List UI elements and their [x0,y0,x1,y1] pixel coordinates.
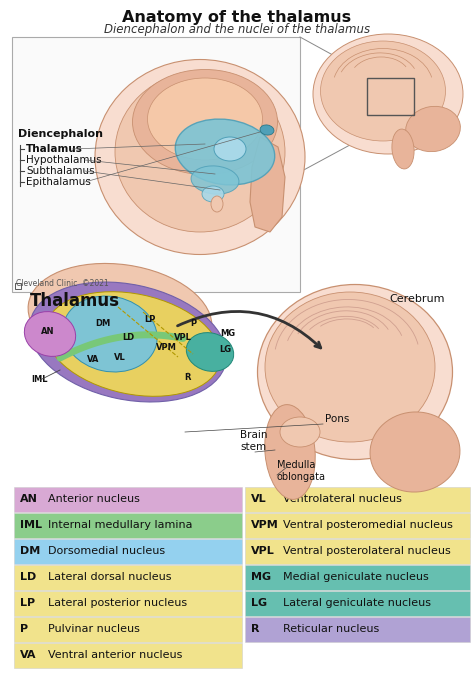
Ellipse shape [46,292,221,396]
FancyBboxPatch shape [14,565,242,590]
Text: Pons: Pons [325,414,349,424]
Ellipse shape [186,333,234,372]
Text: Ventral anterior nucleus: Ventral anterior nucleus [48,650,182,660]
Text: DM: DM [20,546,40,556]
Text: Diencephalon and the nuclei of the thalamus: Diencephalon and the nuclei of the thala… [104,23,370,36]
Text: DM: DM [95,319,110,329]
Text: Cerebrum: Cerebrum [389,294,445,304]
Ellipse shape [95,59,305,254]
FancyBboxPatch shape [14,513,242,538]
Text: Medial geniculate nucleus: Medial geniculate nucleus [283,572,429,582]
Ellipse shape [202,186,224,202]
Text: Ventral posterolateral nucleus: Ventral posterolateral nucleus [283,546,451,556]
Text: MG: MG [251,572,271,582]
FancyBboxPatch shape [245,513,470,538]
Text: Thalamus: Thalamus [26,144,83,154]
Ellipse shape [370,412,460,492]
Text: VA: VA [87,355,99,364]
Ellipse shape [257,284,453,460]
Text: Ventral posteromedial nucleus: Ventral posteromedial nucleus [283,520,453,530]
Ellipse shape [63,296,157,372]
Ellipse shape [260,125,274,135]
Text: Ventrolateral nucleus: Ventrolateral nucleus [283,494,402,504]
FancyBboxPatch shape [245,539,470,564]
Ellipse shape [191,166,239,194]
FancyBboxPatch shape [14,643,242,668]
Text: VPM: VPM [251,520,279,530]
FancyBboxPatch shape [12,37,300,292]
Ellipse shape [28,263,212,370]
Text: LP: LP [20,598,35,608]
FancyBboxPatch shape [245,617,470,642]
Ellipse shape [320,41,446,141]
Ellipse shape [29,282,227,402]
Text: Hypothalamus: Hypothalamus [26,155,101,165]
Text: IML: IML [32,376,48,385]
Text: Reticular nucleus: Reticular nucleus [283,624,379,634]
FancyBboxPatch shape [14,591,242,616]
FancyBboxPatch shape [14,539,242,564]
Ellipse shape [211,196,223,212]
Text: VPM: VPM [155,342,176,351]
Polygon shape [250,137,285,232]
FancyBboxPatch shape [14,617,242,642]
Text: Internal medullary lamina: Internal medullary lamina [48,520,192,530]
Text: Diencephalon: Diencephalon [18,129,103,139]
Text: Lateral geniculate nucleus: Lateral geniculate nucleus [283,598,431,608]
Text: Brain
stem: Brain stem [240,430,267,452]
Text: Lateral posterior nucleus: Lateral posterior nucleus [48,598,187,608]
Text: LG: LG [219,346,231,355]
Ellipse shape [175,119,275,185]
Text: VL: VL [114,353,126,361]
Ellipse shape [115,72,285,232]
Ellipse shape [265,292,435,442]
FancyBboxPatch shape [245,591,470,616]
Ellipse shape [24,312,76,357]
Ellipse shape [313,34,463,154]
Text: Lateral dorsal nucleus: Lateral dorsal nucleus [48,572,172,582]
Text: R: R [185,372,191,381]
Text: LD: LD [20,572,36,582]
Ellipse shape [406,106,460,151]
FancyBboxPatch shape [14,487,242,512]
Text: MG: MG [220,329,236,338]
Ellipse shape [265,404,315,499]
Ellipse shape [147,78,263,160]
Ellipse shape [392,129,414,169]
Text: VPL: VPL [251,546,275,556]
Text: R: R [251,624,259,634]
Text: VL: VL [251,494,266,504]
Ellipse shape [133,70,277,175]
Ellipse shape [214,137,246,161]
Text: Cleveland Clinic  ©2021: Cleveland Clinic ©2021 [16,279,109,288]
Text: Dorsomedial nucleus: Dorsomedial nucleus [48,546,165,556]
Text: AN: AN [41,327,55,336]
Text: P: P [20,624,28,634]
Text: AN: AN [20,494,38,504]
Text: Epithalamus: Epithalamus [26,177,91,187]
Text: Anterior nucleus: Anterior nucleus [48,494,140,504]
Text: LG: LG [251,598,267,608]
Text: P: P [190,319,196,329]
Text: Subthalamus: Subthalamus [26,166,95,176]
Text: VA: VA [20,650,36,660]
Text: LD: LD [122,333,134,342]
Text: Medulla
oblongata: Medulla oblongata [277,460,326,482]
Text: VPL: VPL [174,333,192,342]
FancyBboxPatch shape [245,487,470,512]
Text: IML: IML [20,520,42,530]
Text: Pulvinar nucleus: Pulvinar nucleus [48,624,140,634]
Text: Anatomy of the thalamus: Anatomy of the thalamus [122,10,352,25]
FancyBboxPatch shape [245,565,470,590]
Text: LP: LP [144,316,155,325]
Ellipse shape [280,417,320,447]
Text: Thalamus: Thalamus [30,292,120,310]
